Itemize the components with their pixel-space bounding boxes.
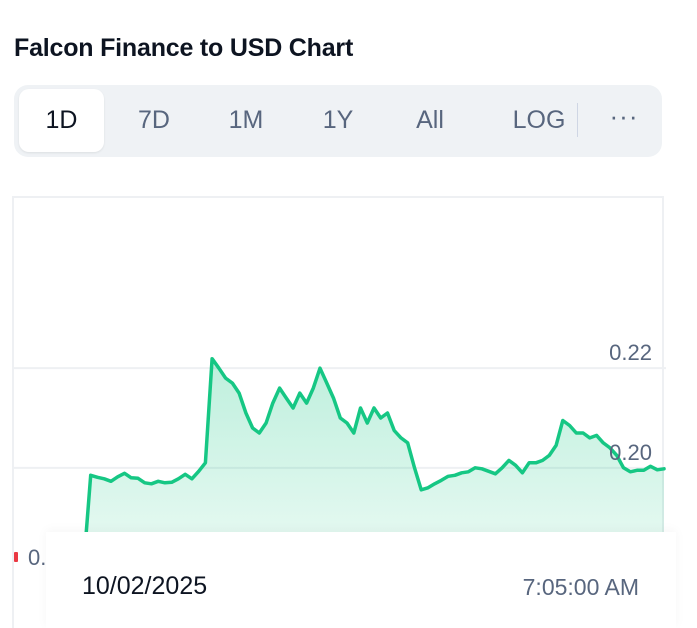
- range-tab-1m[interactable]: 1M: [228, 106, 264, 134]
- time-range-selector: 1D 7D 1M 1Y All LOG ···: [14, 85, 662, 157]
- y-tick-label: 0.22: [609, 340, 652, 365]
- range-tab-all[interactable]: All: [416, 106, 444, 134]
- chart-title: Falcon Finance to USD Chart: [14, 34, 354, 62]
- log-scale-toggle[interactable]: LOG: [512, 106, 566, 134]
- price-line-series: [82, 356, 666, 563]
- range-tab-7d[interactable]: 7D: [138, 106, 170, 134]
- divider: [577, 103, 578, 137]
- range-tab-1y[interactable]: 1Y: [322, 106, 354, 134]
- y-tick-label: 0.20: [609, 440, 652, 465]
- more-options-icon[interactable]: ···: [609, 101, 639, 131]
- low-price-marker: [14, 552, 18, 562]
- range-tab-1d[interactable]: 1D: [19, 89, 104, 152]
- crosshair-tooltip: 10/02/2025 7:05:00 AM: [46, 532, 676, 628]
- tooltip-time: 7:05:00 AM: [522, 574, 639, 600]
- tooltip-date: 10/02/2025: [82, 572, 208, 600]
